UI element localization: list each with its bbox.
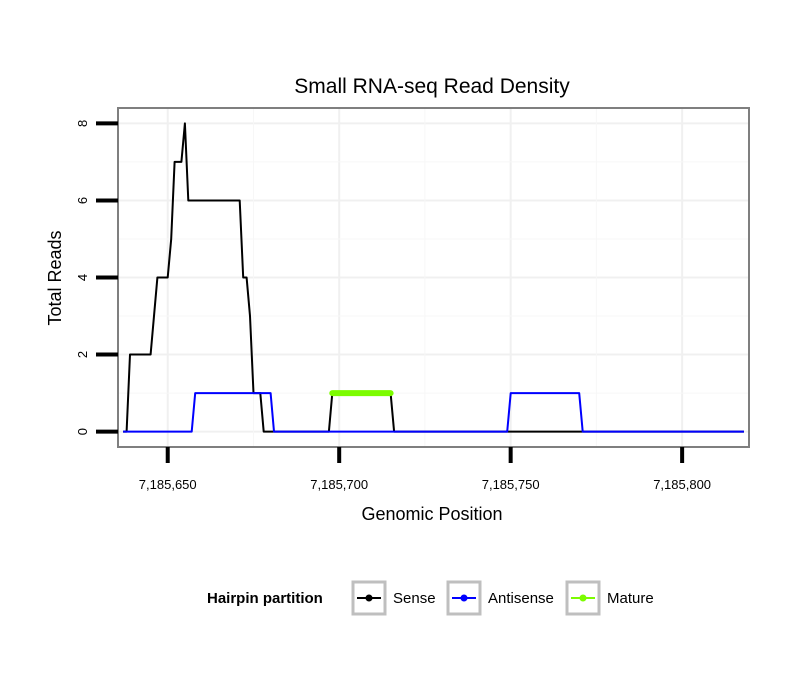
legend-label-mature: Mature	[607, 590, 654, 607]
y-tick-label: 8	[75, 120, 90, 127]
y-tick-label: 0	[75, 428, 90, 435]
legend-label-antisense: Antisense	[488, 590, 554, 607]
legend: Hairpin partition Sense Antisense Mature	[207, 580, 654, 616]
legend-title: Hairpin partition	[207, 590, 323, 607]
series-layer	[123, 122, 744, 433]
x-tick-label: 7,185,650	[139, 477, 197, 492]
y-axis: 0 2 4 6 8	[75, 120, 118, 435]
legend-label-sense: Sense	[393, 590, 436, 607]
legend-key-point	[365, 594, 373, 602]
y-axis-title: Total Reads	[45, 230, 65, 325]
x-axis-title: Genomic Position	[361, 504, 502, 524]
chart-title: Small RNA-seq Read Density	[294, 75, 570, 98]
legend-key-point	[460, 594, 468, 602]
x-axis: 7,185,650 7,185,700 7,185,750 7,185,800	[139, 447, 711, 492]
y-tick-label: 4	[75, 274, 90, 281]
series-line-antisense	[123, 392, 744, 433]
legend-item-mature: Mature	[565, 580, 654, 616]
legend-item-sense: Sense	[351, 580, 436, 616]
y-tick-label: 6	[75, 197, 90, 204]
x-tick-label: 7,185,750	[482, 477, 540, 492]
legend-item-antisense: Antisense	[446, 580, 554, 616]
x-tick-label: 7,185,700	[310, 477, 368, 492]
legend-key-point	[579, 594, 587, 602]
x-tick-label: 7,185,800	[653, 477, 711, 492]
y-tick-label: 2	[75, 351, 90, 358]
